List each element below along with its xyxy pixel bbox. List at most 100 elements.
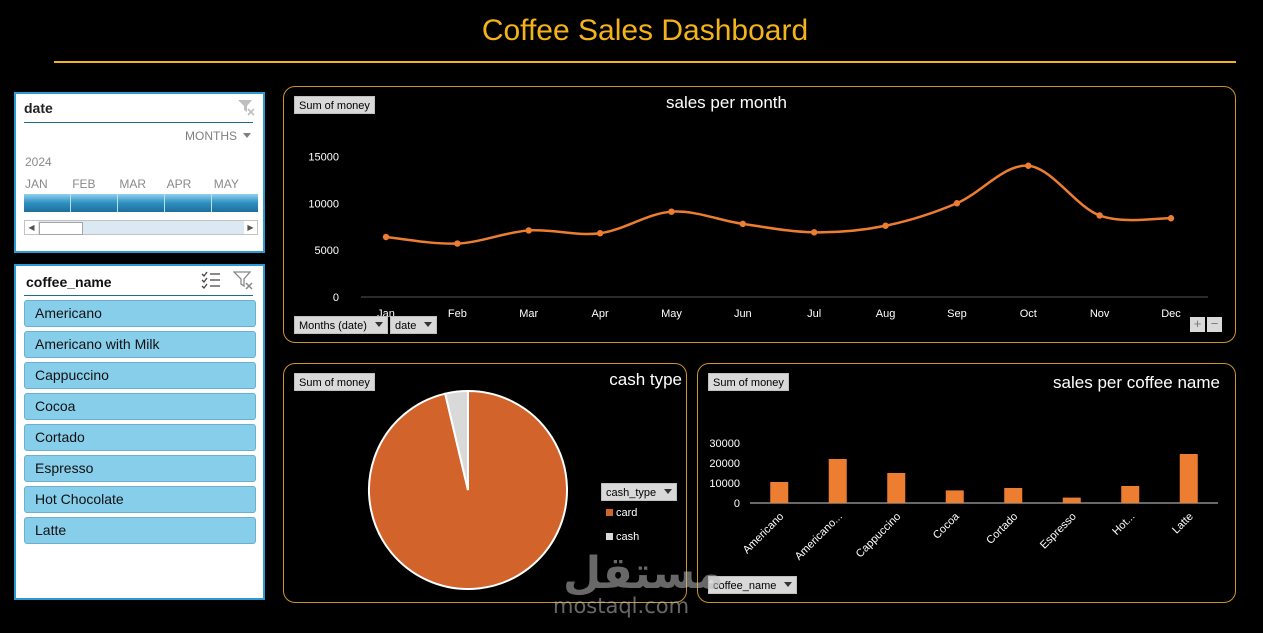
axis-field-button[interactable]: coffee_name [708,576,798,594]
axis-field-button[interactable]: date [390,316,438,334]
legend-label: card [616,507,638,519]
slicer-item[interactable]: Cocoa [24,393,256,420]
legend-swatch [606,509,613,516]
bar [1004,488,1023,503]
legend-item-card: card [606,507,637,519]
slicer-item[interactable]: Cortado [24,424,256,451]
collapse-field-icon[interactable]: − [1207,317,1222,332]
time-level-dropdown[interactable]: MONTHS [185,129,251,143]
timeline-month-cell[interactable] [118,194,165,212]
timeline-month-cell[interactable] [71,194,118,212]
timeline-month-label: APR [166,177,192,191]
bar [1179,454,1198,503]
x-tick-label: Dec [1161,308,1181,320]
slicer-item[interactable]: Cappuccino [24,362,256,389]
slicer-item[interactable]: Hot Chocolate [24,486,256,513]
timeline-month-cell[interactable] [212,194,258,212]
y-tick-label: 0 [333,292,339,304]
value-field-button[interactable]: Sum of money [294,373,375,391]
x-tick-label: Aug [876,308,896,320]
multi-select-icon[interactable] [201,271,221,289]
y-tick-label: 0 [734,498,740,510]
data-point [1025,162,1032,169]
watermark-logo: مستقل mostaql.com [545,548,724,620]
timeline-scrollbar[interactable]: ◀ ▶ [24,220,258,235]
data-point [739,220,747,228]
bar [1062,497,1081,503]
pie-slice-cash [443,389,469,491]
data-point [953,200,961,207]
legend-field-button[interactable]: cash_type [601,483,678,501]
sales-per-month-panel: Sum of money sales per month 0 5000 10000 1… [283,86,1236,343]
coffee-name-slicer[interactable]: coffee_name Americano Americano with Mil… [14,264,265,600]
bar [1121,486,1140,503]
clear-filter-icon[interactable] [237,98,255,116]
timeline-month-label: JAN [25,177,48,191]
legend-item-cash: cash [606,531,639,543]
data-point [454,240,461,247]
timeline-selection-bar[interactable] [24,194,258,212]
slicer-item[interactable]: Latte [24,517,256,544]
x-tick-label: May [661,308,682,320]
slicer-item[interactable]: Espresso [24,455,256,482]
y-tick-label: 15000 [308,151,339,163]
series-line [385,164,1172,245]
chart-title: cash type [609,370,682,389]
dashboard-title: Coffee Sales Dashboard [481,14,809,47]
y-tick-label: 30000 [709,438,740,450]
legend-label: cash [616,531,640,543]
legend-swatch [606,533,613,540]
y-tick-label: 10000 [308,198,339,210]
x-tick-label: Oct [1020,308,1037,320]
y-tick-label: 10000 [709,478,740,490]
sales-per-coffee-panel: Sum of money sales per coffee name 0 1000… [697,363,1236,603]
pie-chart [368,389,568,590]
value-field-button[interactable]: Sum of money [708,373,789,391]
expand-field-icon[interactable]: + [1190,317,1205,332]
x-tick-label: Cocoa [931,510,963,542]
cash-type-panel: Sum of money cash type cash_type card ca… [283,363,687,603]
data-point [1167,215,1175,222]
axis-field-button[interactable]: Months (date) [294,316,388,334]
y-tick-label: 5000 [315,245,339,257]
value-field-button[interactable]: Sum of money [294,96,375,114]
timeline-months: JAN FEB MAR APR MAY [25,177,261,191]
timeline-month-cell[interactable] [165,194,212,212]
timeline-month-label: FEB [72,177,96,191]
timeline-month-label: MAR [119,177,147,191]
scroll-right-icon[interactable]: ▶ [244,221,257,234]
x-tick-label: Feb [448,308,467,320]
timeline-year: 2024 [25,155,52,169]
x-tick-label: Cortado [984,511,1020,547]
x-tick-label: Apr [592,308,609,320]
scrollbar-thumb[interactable] [39,222,83,235]
bar [945,490,964,503]
watermark-arabic: مستقل [563,548,724,599]
slicer-item[interactable]: Americano [24,300,256,327]
scroll-left-icon[interactable]: ◀ [25,221,38,234]
x-tick-label: Espresso [1038,511,1079,552]
slicer-divider [24,295,253,296]
slicer-item[interactable]: Americano with Milk [24,331,256,358]
slicer-header: coffee_name [26,274,112,290]
clear-filter-icon[interactable] [233,270,253,290]
timeline-header: date [24,100,53,116]
bar-chart: 0 10000 20000 30000 Americano Americano... Cap… [709,438,1218,563]
x-tick-label: Jun [734,308,752,320]
x-tick-label: Latte [1170,511,1196,537]
timeline-month-cell[interactable] [24,194,71,212]
timeline-month-label: MAY [213,177,239,191]
title-divider [54,61,1236,63]
chart-title: sales per coffee name [1053,373,1220,392]
x-tick-label: Mar [519,308,538,320]
slicer-items: Americano Americano with Milk Cappuccino… [24,300,256,548]
data-point [882,222,889,229]
watermark-url: mostaql.com [553,594,690,618]
date-timeline[interactable]: date MONTHS 2024 JAN FEB MAR APR MAY ◀ ▶ [14,92,265,253]
data-point [668,208,675,215]
data-point [596,230,604,237]
data-point [1096,212,1103,219]
timeline-divider [24,122,253,123]
x-tick-label: Nov [1090,308,1110,320]
x-tick-label: Sep [947,308,967,320]
